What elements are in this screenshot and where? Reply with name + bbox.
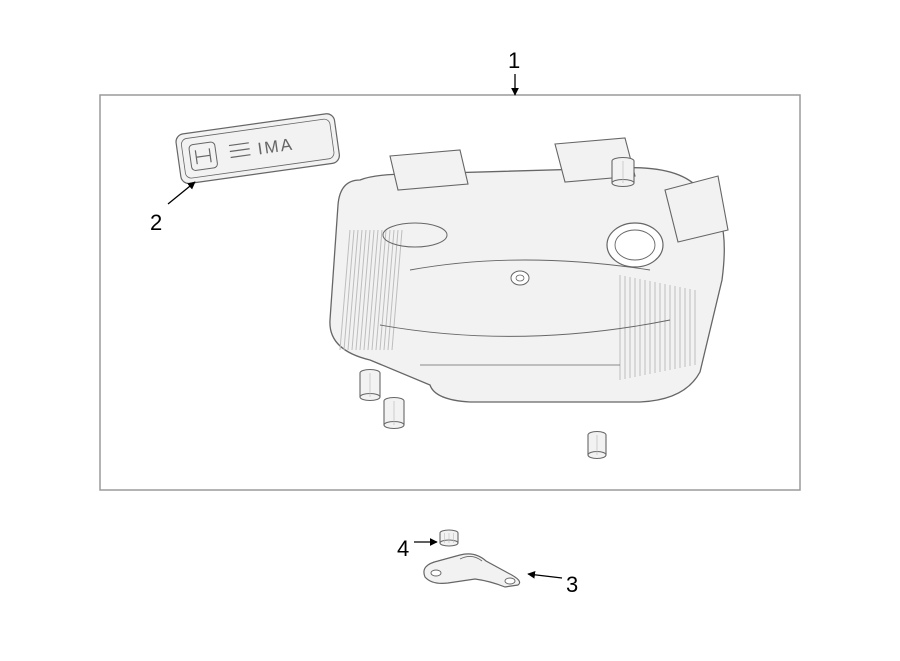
grommet	[440, 530, 458, 546]
leader-2	[168, 182, 195, 204]
emblem-plate: IMA	[175, 113, 340, 185]
leader-3	[528, 574, 562, 578]
diagram-svg: IMA	[0, 0, 900, 661]
parts-diagram: IMA 1 2 3 4	[0, 0, 900, 661]
spacer-2	[360, 370, 380, 401]
spacer-4	[588, 432, 606, 459]
bracket	[424, 554, 520, 587]
callout-4: 4	[397, 536, 409, 562]
callout-2: 2	[150, 210, 162, 236]
callout-3: 3	[566, 572, 578, 598]
spacer-1	[612, 158, 634, 187]
engine-cover	[330, 138, 728, 402]
spacer-3	[384, 398, 404, 429]
callout-1: 1	[508, 48, 520, 74]
